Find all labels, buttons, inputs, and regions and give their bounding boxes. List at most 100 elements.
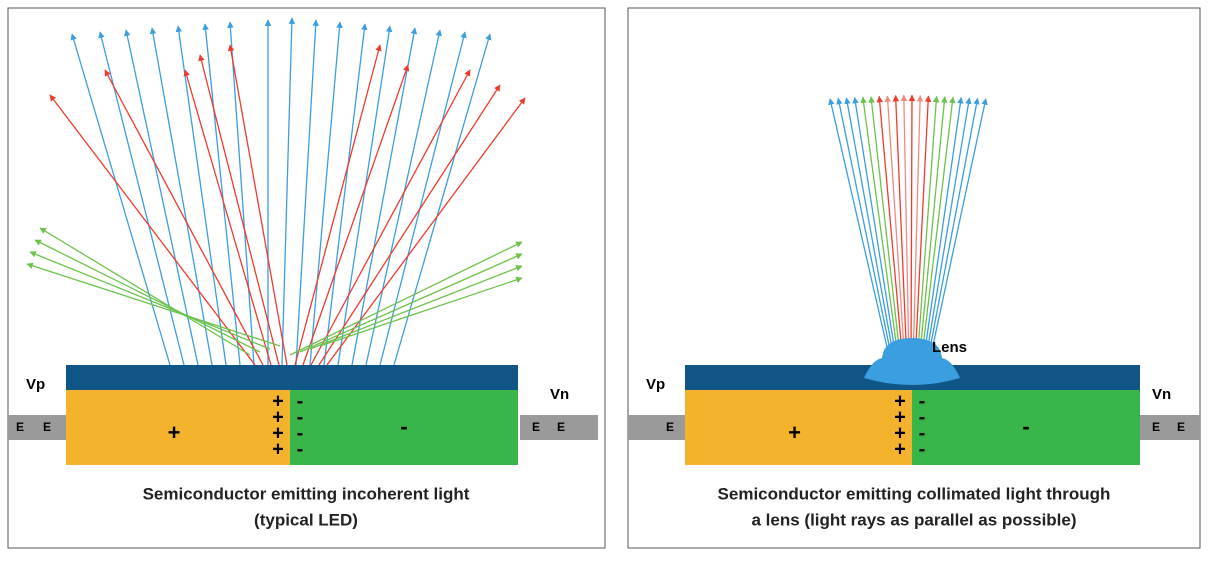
light-ray: [299, 253, 523, 353]
light-ray: [202, 23, 241, 366]
light-ray: [925, 97, 972, 361]
light-ray: [852, 96, 897, 361]
light-ray: [927, 97, 980, 361]
light-ray: [295, 19, 319, 366]
electrode: [1140, 415, 1200, 440]
light-ray: [929, 98, 988, 361]
light-ray: [318, 84, 501, 366]
light-ray: [98, 31, 185, 366]
junction-minus: -: [297, 406, 304, 428]
electrode-label: E: [532, 420, 540, 434]
electrode-label: E: [16, 420, 24, 434]
junction-minus: -: [919, 438, 926, 460]
light-ray: [227, 21, 255, 366]
light-ray: [104, 69, 264, 366]
electrode-label: E: [43, 420, 51, 434]
caption: Semiconductor emitting collimated light …: [718, 484, 1111, 503]
light-ray: [884, 95, 906, 361]
terminal-label: Vn: [1152, 386, 1171, 403]
light-ray: [198, 54, 280, 366]
panel-frame: [627, 7, 1201, 549]
light-ray: [310, 69, 471, 366]
light-ray: [365, 29, 442, 366]
light-ray: [124, 29, 199, 366]
light-ray: [49, 94, 256, 366]
light-ray: [918, 96, 948, 361]
light-ray: [319, 276, 523, 347]
light-ray: [876, 95, 904, 361]
light-ray: [289, 241, 523, 356]
junction-plus: +: [894, 422, 906, 444]
electrode: [520, 415, 598, 440]
n-region: [290, 390, 518, 465]
light-ray: [309, 21, 343, 366]
light-ray: [26, 262, 281, 347]
light-ray: [149, 27, 213, 366]
electrode: [8, 415, 66, 440]
caption: (typical LED): [254, 510, 358, 529]
junction-minus: -: [919, 422, 926, 444]
light-ray: [323, 23, 368, 366]
light-ray: [175, 25, 227, 366]
light-ray: [29, 251, 271, 350]
light-ray: [70, 33, 171, 366]
light-ray: [914, 95, 932, 361]
light-ray: [836, 97, 893, 361]
p-sign: +: [788, 420, 801, 445]
light-ray: [908, 94, 916, 361]
light-ray: [302, 64, 410, 366]
light-ray: [922, 96, 964, 361]
light-ray: [828, 98, 891, 361]
junction-minus: -: [919, 406, 926, 428]
light-ray: [379, 31, 467, 366]
terminal-label: Vn: [550, 386, 569, 403]
p-region: [685, 390, 912, 465]
light-ray: [281, 17, 296, 366]
light-ray: [393, 33, 492, 366]
light-ray: [227, 44, 288, 366]
light-ray: [860, 96, 900, 361]
electrode: [628, 415, 685, 440]
light-ray: [912, 94, 924, 361]
p-sign: +: [168, 420, 181, 445]
junction-plus: +: [272, 406, 284, 428]
light-ray: [920, 96, 956, 361]
contact-layer: [66, 365, 518, 390]
light-ray: [337, 25, 393, 366]
terminal-label: Vp: [646, 376, 665, 393]
electrode-label: E: [666, 420, 674, 434]
p-region: [66, 390, 290, 465]
light-ray: [892, 94, 908, 361]
light-ray: [844, 97, 895, 361]
caption: Semiconductor emitting incoherent light: [143, 484, 470, 503]
lens-label: Lens: [932, 339, 967, 356]
junction-minus: -: [297, 390, 304, 412]
electrode-label: E: [1177, 420, 1185, 434]
light-ray: [916, 95, 940, 361]
electrode-label: E: [1152, 420, 1160, 434]
junction-minus: -: [297, 438, 304, 460]
n-sign: -: [400, 414, 407, 439]
light-ray: [309, 265, 523, 350]
junction-plus: +: [894, 406, 906, 428]
junction-minus: -: [297, 422, 304, 444]
junction-plus: +: [272, 422, 284, 444]
light-ray: [326, 97, 526, 366]
light-ray: [34, 239, 261, 353]
light-ray: [183, 69, 272, 366]
junction-plus: +: [272, 390, 284, 412]
electrode-label: E: [557, 420, 565, 434]
light-ray: [351, 27, 418, 366]
junction-plus: +: [894, 438, 906, 460]
light-ray: [900, 94, 910, 361]
light-ray: [294, 44, 382, 366]
light-ray: [868, 96, 902, 361]
junction-plus: +: [272, 438, 284, 460]
caption: a lens (light rays as parallel as possib…: [751, 510, 1076, 529]
light-ray: [39, 227, 251, 356]
n-sign: -: [1022, 414, 1029, 439]
n-region: [912, 390, 1140, 465]
junction-minus: -: [919, 390, 926, 412]
terminal-label: Vp: [26, 376, 45, 393]
